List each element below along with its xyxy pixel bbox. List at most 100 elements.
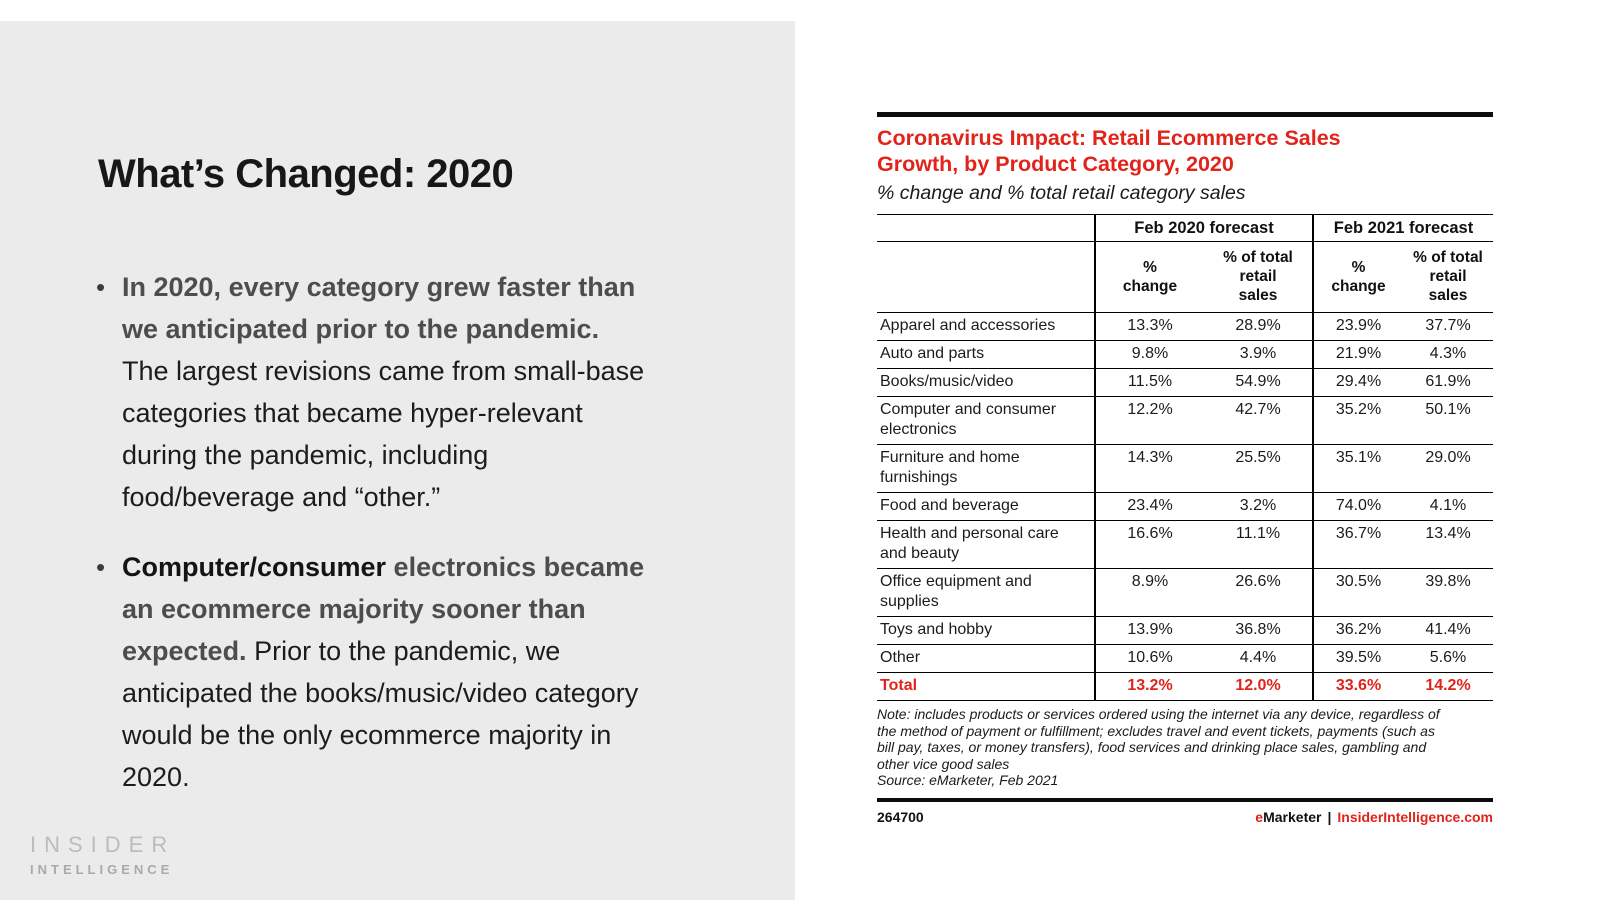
value-cell: 39.8% [1403, 568, 1493, 617]
column-group-feb-2021: Feb 2021 forecast [1312, 214, 1493, 242]
table-row: Food and beverage 23.4% 3.2% 74.0% 4.1% [877, 492, 1493, 521]
table-row: Apparel and accessories 13.3% 28.9% 23.9% 37… [877, 312, 1493, 341]
category-cell: Apparel and accessories [877, 312, 1095, 341]
table-row: Computer and consumer electronics 12.2% 42… [877, 396, 1493, 445]
bullet-line: would be the only ecommerce majority in [122, 720, 612, 750]
table-row: Health and personal care and beauty 16.6%… [877, 520, 1493, 569]
subheader-cell: % of total retail sales [1403, 241, 1493, 313]
value-cell: 14.3% [1094, 444, 1204, 493]
bullet-dot-icon: • [96, 272, 106, 302]
bullet-item-1: • In 2020, every category grew faster th… [96, 266, 727, 518]
value-cell: 41.4% [1403, 616, 1493, 645]
bullet-line: food/beverage and “other.” [122, 482, 441, 512]
left-panel-background [0, 21, 795, 900]
value-cell: 13.9% [1094, 616, 1204, 645]
value-cell: 28.9% [1204, 312, 1313, 341]
value-cell: 5.6% [1403, 644, 1493, 673]
bullet-item-2: • Computer/consumer electronics became an… [96, 546, 727, 798]
value-cell: 42.7% [1204, 396, 1313, 445]
category-cell: Books/music/video [877, 368, 1095, 397]
value-cell: 12.0% [1204, 672, 1313, 701]
category-cell: Food and beverage [877, 492, 1095, 521]
table-row: Auto and parts 9.8% 3.9% 21.9% 4.3% [877, 340, 1493, 369]
bullet-line: we anticipated prior to the pandemic. [122, 314, 600, 344]
value-cell: 10.6% [1094, 644, 1204, 673]
category-cell: Other [877, 644, 1095, 673]
value-cell: 23.9% [1312, 312, 1403, 341]
table-row: Furniture and home furnishings 14.3% 25.5%… [877, 444, 1493, 493]
bullet-line: Computer/consumer electronics became [122, 552, 645, 582]
bullet-line: categories that became hyper-relevant [122, 398, 583, 428]
table-row: Total 13.2% 12.0% 33.6% 14.2% [877, 672, 1493, 701]
value-cell: 54.9% [1204, 368, 1313, 397]
value-cell: 29.0% [1403, 444, 1493, 493]
logo-insider-text: INSIDER [30, 832, 176, 857]
value-cell: 37.7% [1403, 312, 1493, 341]
chart-bottom-rule [877, 797, 1493, 802]
category-cell: Computer and consumer electronics [877, 396, 1095, 445]
value-cell: 13.4% [1403, 520, 1493, 569]
category-cell: Total [877, 672, 1095, 701]
value-cell: 50.1% [1403, 396, 1493, 445]
insider-intelligence-link: InsiderIntelligence.com [1337, 808, 1493, 825]
bullet-line: during the pandemic, including [122, 440, 489, 470]
table-row: Books/music/video 11.5% 54.9% 29.4% 61.9% [877, 368, 1493, 397]
value-cell: 36.8% [1204, 616, 1313, 645]
slide-title: What’s Changed: 2020 [98, 152, 514, 196]
value-cell: 11.5% [1094, 368, 1204, 397]
category-header-spacer [877, 241, 1095, 313]
category-cell: Office equipment and supplies [877, 568, 1095, 617]
value-cell: 4.4% [1204, 644, 1313, 673]
value-cell: 3.9% [1204, 340, 1313, 369]
bullet-line: The largest revisions came from small-ba… [122, 356, 645, 386]
table-row: Other 10.6% 4.4% 39.5% 5.6% [877, 644, 1493, 673]
emarketer-e: e [1255, 808, 1264, 825]
value-cell: 36.2% [1312, 616, 1403, 645]
subheader-row: % change% of total retail sales% change% of … [877, 241, 1493, 313]
data-table: Feb 2020 forecast Feb 2021 forecast % cha… [877, 214, 1493, 701]
value-cell: 13.3% [1094, 312, 1204, 341]
footer-separator: | [1327, 808, 1332, 825]
bullet-text: In 2020, every category grew faster than… [122, 266, 727, 518]
value-cell: 26.6% [1204, 568, 1313, 617]
value-cell: 30.5% [1312, 568, 1403, 617]
value-cell: 39.5% [1312, 644, 1403, 673]
table-row: Toys and hobby 13.9% 36.8% 36.2% 41.4% [877, 616, 1493, 645]
bullet-line: In 2020, every category grew faster than [122, 272, 636, 302]
bullet-dot-icon: • [96, 552, 106, 582]
chart-id: 264700 [877, 808, 924, 825]
logo-intelligence-text: INTELLIGENCE [30, 862, 174, 877]
bullet-line: an ecommerce majority sooner than [122, 594, 586, 624]
value-cell: 21.9% [1312, 340, 1403, 369]
subheader-cell: % change [1312, 241, 1403, 313]
category-cell: Toys and hobby [877, 616, 1095, 645]
insider-intelligence-logo: INSIDER INTELLIGENCE [30, 832, 175, 877]
value-cell: 3.2% [1204, 492, 1313, 521]
value-cell: 35.1% [1312, 444, 1403, 493]
chart-title: Coronavirus Impact: Retail Ecommerce Sal… [877, 126, 1341, 176]
table-row: Office equipment and supplies 8.9% 26.6% 30… [877, 568, 1493, 617]
category-cell: Auto and parts [877, 340, 1095, 369]
brand-line: eMarketer | InsiderIntelligence.com [1255, 809, 1493, 825]
value-cell: 4.1% [1403, 492, 1493, 521]
value-cell: 4.3% [1403, 340, 1493, 369]
category-header-spacer [877, 214, 1095, 242]
bullet-line: 2020. [122, 762, 190, 792]
column-group-feb-2020: Feb 2020 forecast [1094, 214, 1313, 242]
category-cell: Furniture and home furnishings [877, 444, 1095, 493]
category-cell: Health and personal care and beauty [877, 520, 1095, 569]
chart-subtitle: % change and % total retail category sal… [877, 182, 1246, 204]
value-cell: 16.6% [1094, 520, 1204, 569]
chart-panel: Coronavirus Impact: Retail Ecommerce Sal… [877, 112, 1493, 825]
value-cell: 14.2% [1403, 672, 1493, 701]
bullet-line: anticipated the books/music/video catego… [122, 678, 639, 708]
bullet-line: expected. Prior to the pandemic, we [122, 636, 561, 666]
subheader-cell: % of total retail sales [1204, 241, 1313, 313]
value-cell: 9.8% [1094, 340, 1204, 369]
value-cell: 74.0% [1312, 492, 1403, 521]
value-cell: 12.2% [1094, 396, 1204, 445]
value-cell: 35.2% [1312, 396, 1403, 445]
bullet-text: Computer/consumer electronics became an e… [122, 546, 727, 798]
chart-footer: 264700 eMarketer | InsiderIntelligence.com [877, 809, 1493, 825]
